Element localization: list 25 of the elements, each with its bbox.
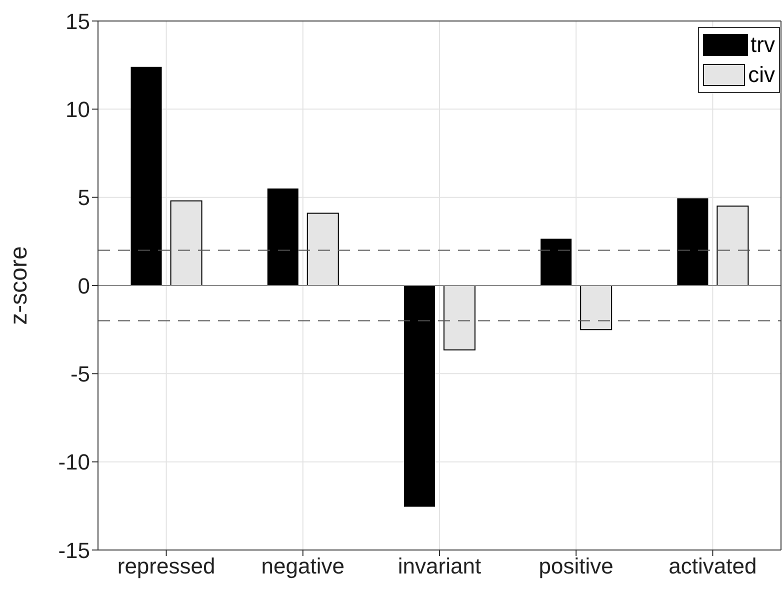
- x-tick-label: activated: [668, 554, 757, 579]
- y-tick-label: 5: [78, 185, 90, 210]
- bar: [306, 212, 339, 286]
- x-tick-label: negative: [261, 554, 344, 579]
- x-tick-label: repressed: [117, 554, 216, 579]
- y-tick-label: 10: [66, 96, 90, 122]
- bar: [130, 66, 162, 286]
- bar: [267, 188, 298, 286]
- legend-label: trv: [750, 31, 775, 59]
- bar: [170, 200, 202, 286]
- y-tick-label: 0: [78, 273, 90, 298]
- y-tick-label: 15: [66, 8, 90, 34]
- x-tick-label: positive: [538, 554, 614, 579]
- bar: [404, 286, 435, 507]
- legend-label: civ: [748, 61, 775, 89]
- bar: [716, 206, 749, 286]
- y-tick-label: -5: [70, 361, 90, 386]
- bar: [443, 285, 476, 350]
- y-tick-label: -15: [58, 538, 90, 563]
- x-tick-label: invariant: [398, 554, 482, 579]
- bar: [677, 198, 708, 286]
- bar: [540, 238, 572, 286]
- bar: [580, 285, 612, 330]
- y-axis-title: z-score: [6, 246, 33, 325]
- y-tick-label: -10: [58, 450, 90, 475]
